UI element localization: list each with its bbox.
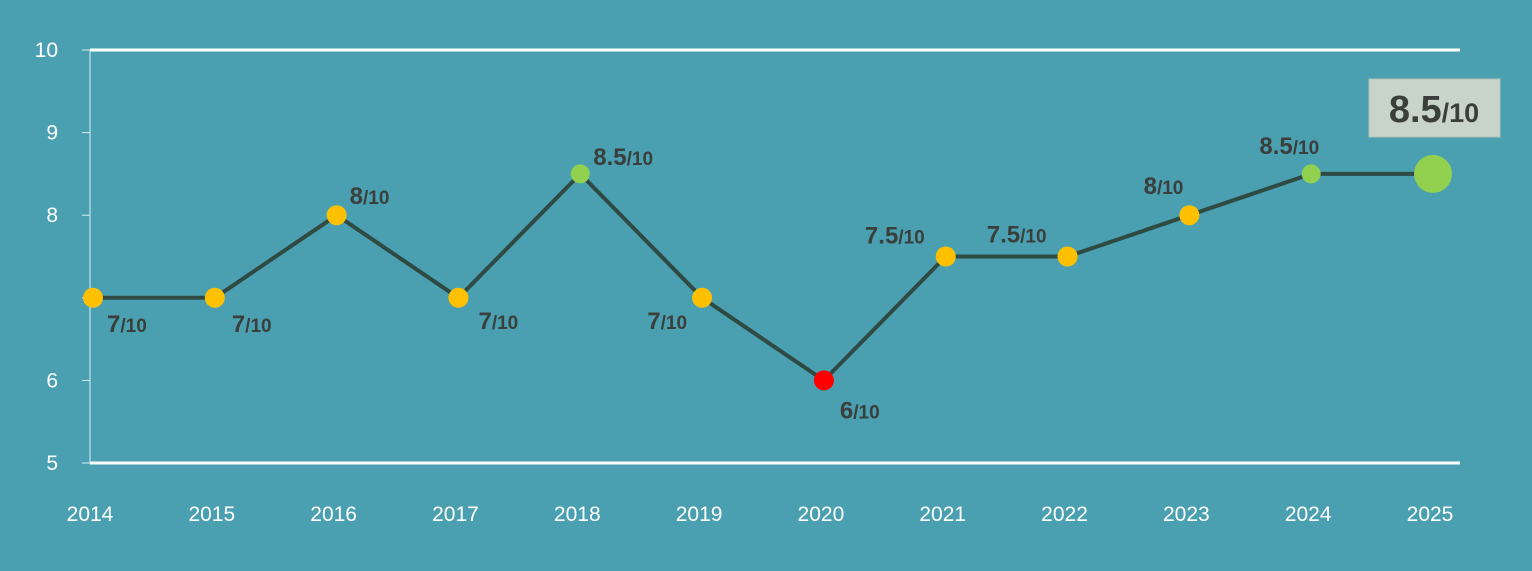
x-tick-label: 2021 — [919, 503, 966, 526]
x-tick-label: 2025 — [1407, 503, 1454, 526]
series-line — [93, 171, 1433, 383]
data-label: 7.5/10 — [865, 223, 925, 250]
data-label: 7/10 — [647, 308, 687, 335]
x-tick-label: 2020 — [798, 503, 845, 526]
x-tick-label: 2023 — [1163, 503, 1210, 526]
data-label: 8.5/10 — [593, 144, 653, 171]
data-point — [1301, 164, 1321, 184]
x-tick-label: 2018 — [554, 503, 601, 526]
y-tick-label: 8 — [46, 204, 58, 227]
x-tick-label: 2022 — [1041, 503, 1088, 526]
x-tick-label: 2014 — [67, 503, 114, 526]
data-point — [448, 287, 469, 308]
x-tick-label: 2019 — [676, 503, 723, 526]
data-label-highlight: 8.5/10 — [1389, 89, 1479, 131]
data-point — [1179, 205, 1200, 226]
data-label: 6/10 — [840, 397, 880, 424]
data-point — [326, 205, 347, 226]
data-label: 7/10 — [232, 311, 272, 338]
data-point — [692, 287, 713, 308]
data-point — [1414, 154, 1452, 193]
x-axis-ticks: 2014 2015 2016 2017 2018 2019 2020 2021 2022 2023… — [67, 503, 1454, 526]
data-point — [204, 287, 225, 308]
y-axis-ticks: 5 6 8 9 10 — [35, 39, 90, 475]
data-points — [83, 154, 1452, 391]
data-label: 8/10 — [350, 183, 390, 210]
x-tick-label: 2016 — [310, 503, 357, 526]
data-point — [83, 287, 103, 308]
x-tick-label: 2015 — [188, 503, 235, 526]
y-tick-label: 5 — [46, 452, 58, 475]
x-tick-label: 2017 — [432, 503, 479, 526]
data-point — [570, 164, 590, 184]
data-point — [935, 246, 956, 267]
chart-axes — [89, 48, 1460, 465]
data-label: 7/10 — [107, 311, 147, 338]
data-labels: 7/10 7/10 8/10 7/10 8.5/10 7/10 6/10 7.5/10 7.5/… — [107, 78, 1501, 424]
data-label: 7/10 — [478, 308, 518, 335]
data-point — [1057, 246, 1078, 267]
y-tick-label: 10 — [35, 39, 58, 62]
data-label: 8.5/10 — [1259, 133, 1319, 160]
x-tick-label: 2024 — [1285, 503, 1332, 526]
data-label: 8/10 — [1144, 173, 1184, 200]
highlight-label-box — [1368, 78, 1501, 138]
series-polyline — [93, 171, 1433, 383]
data-label: 7.5/10 — [987, 222, 1047, 249]
y-tick-label: 6 — [46, 369, 58, 392]
y-tick-label: 9 — [46, 122, 58, 145]
data-point — [813, 370, 834, 391]
